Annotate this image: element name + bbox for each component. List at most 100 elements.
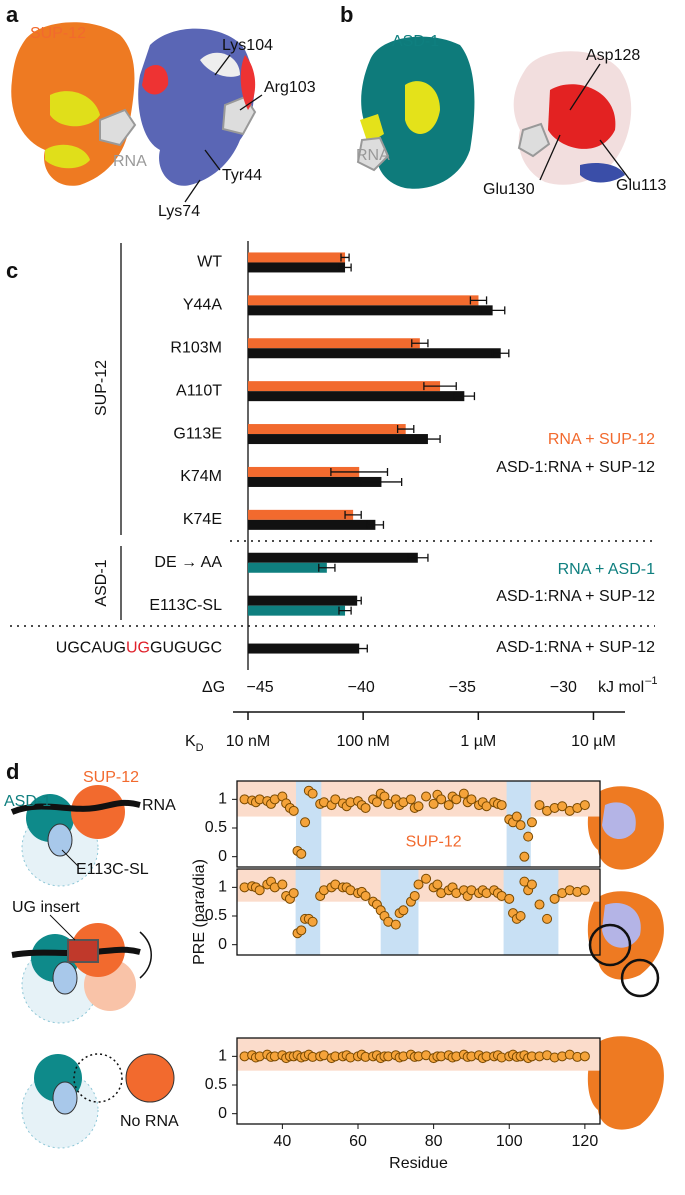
point	[526, 817, 537, 828]
legend-label: ASD-1:RNA + SUP-12	[496, 588, 655, 605]
bar	[248, 338, 420, 349]
point	[534, 899, 545, 910]
panel-label: b	[340, 2, 353, 27]
point	[296, 848, 307, 859]
x2-tick-label: 10 µM	[571, 733, 616, 750]
point	[307, 788, 318, 799]
x-tick-label: 40	[273, 1133, 291, 1150]
x2-axis-label-sub: D	[196, 742, 204, 754]
x-tick-label: −40	[348, 679, 375, 696]
cartoon-label: ASD-1	[4, 793, 51, 810]
point	[458, 788, 469, 799]
bar	[248, 552, 418, 563]
error-bar	[453, 392, 476, 401]
group-label: ASD-1	[93, 559, 110, 606]
error-bar	[479, 306, 506, 315]
cartoon-label: RNA	[142, 797, 176, 814]
point	[277, 879, 288, 890]
cartoon	[10, 785, 175, 1149]
sup12-surface	[11, 22, 257, 186]
error-bar	[491, 349, 510, 358]
y-tick-label: 0.5	[205, 819, 227, 836]
x2-tick-label: 100 nM	[336, 733, 389, 750]
point	[542, 913, 553, 924]
x-tick-label: 60	[349, 1133, 367, 1150]
x-tick-label: 120	[572, 1133, 599, 1150]
point	[534, 800, 545, 811]
x-axis-label: ΔG	[202, 679, 225, 696]
bar	[248, 595, 358, 606]
error-bar	[352, 596, 362, 605]
category-label: A110T	[176, 382, 222, 399]
bar	[248, 466, 360, 477]
bar	[248, 434, 428, 445]
error-bar	[340, 253, 350, 262]
residue-label: Asp128	[586, 47, 640, 64]
point	[436, 794, 447, 805]
bar	[248, 424, 406, 435]
point	[413, 801, 424, 812]
legend-label: RNA + SUP-12	[548, 431, 655, 448]
y-tick-label: 0	[218, 848, 227, 865]
residue-label: Lys104	[222, 37, 273, 54]
bar	[248, 295, 479, 306]
x2-tick-label: 10 nM	[226, 733, 270, 750]
point	[515, 820, 526, 831]
y-tick-label: 1	[218, 879, 227, 896]
point	[549, 893, 560, 904]
x-tick-label: −45	[247, 679, 274, 696]
point	[360, 802, 371, 813]
plot-frame	[236, 868, 601, 956]
y-tick-label: 0	[218, 936, 227, 953]
point	[515, 911, 526, 922]
error-bar	[366, 520, 385, 529]
point	[526, 879, 537, 890]
structure-thumbnail	[587, 786, 664, 1130]
point	[405, 794, 416, 805]
residue-label: Glu130	[483, 181, 535, 198]
residue-label: Arg103	[264, 79, 316, 96]
y-tick-label: 1	[218, 1048, 227, 1065]
error-bar	[411, 339, 429, 348]
bar	[248, 519, 376, 530]
residue-label: Glu113	[616, 177, 667, 194]
error-bar	[350, 644, 368, 653]
point	[523, 831, 534, 842]
bar	[248, 252, 346, 263]
legend-label: ASD-1:RNA + SUP-12	[496, 459, 655, 476]
rna-label: RNA	[356, 147, 390, 164]
residue-label: Tyr44	[222, 167, 262, 184]
error-bar	[415, 435, 441, 444]
category-label: R103M	[170, 339, 222, 356]
point	[254, 885, 265, 896]
cartoon-label: UG insert	[12, 899, 80, 916]
error-bar	[423, 382, 457, 391]
plot-frame	[236, 1037, 601, 1125]
point	[428, 798, 439, 809]
asd1-surface	[356, 36, 632, 189]
point	[398, 905, 409, 916]
point	[288, 805, 299, 816]
point	[383, 798, 394, 809]
bar	[248, 381, 441, 392]
point	[371, 797, 382, 808]
error-bar	[396, 425, 415, 434]
category-label: E113C-SL	[149, 597, 222, 614]
point	[307, 916, 318, 927]
point	[466, 794, 477, 805]
point	[330, 794, 341, 805]
point	[511, 811, 522, 822]
x-tick-label: −30	[550, 679, 577, 696]
panel-label: d	[6, 759, 19, 784]
leader-lines	[184, 54, 631, 203]
point	[579, 800, 590, 811]
bar	[248, 348, 501, 359]
cartoon-label: SUP-12	[83, 769, 139, 786]
bar	[248, 305, 493, 316]
category-label: UGCAUGUGGUGUGC	[56, 640, 222, 657]
bar	[248, 391, 465, 402]
point	[300, 817, 311, 828]
annotation: SUP-12	[406, 834, 462, 851]
